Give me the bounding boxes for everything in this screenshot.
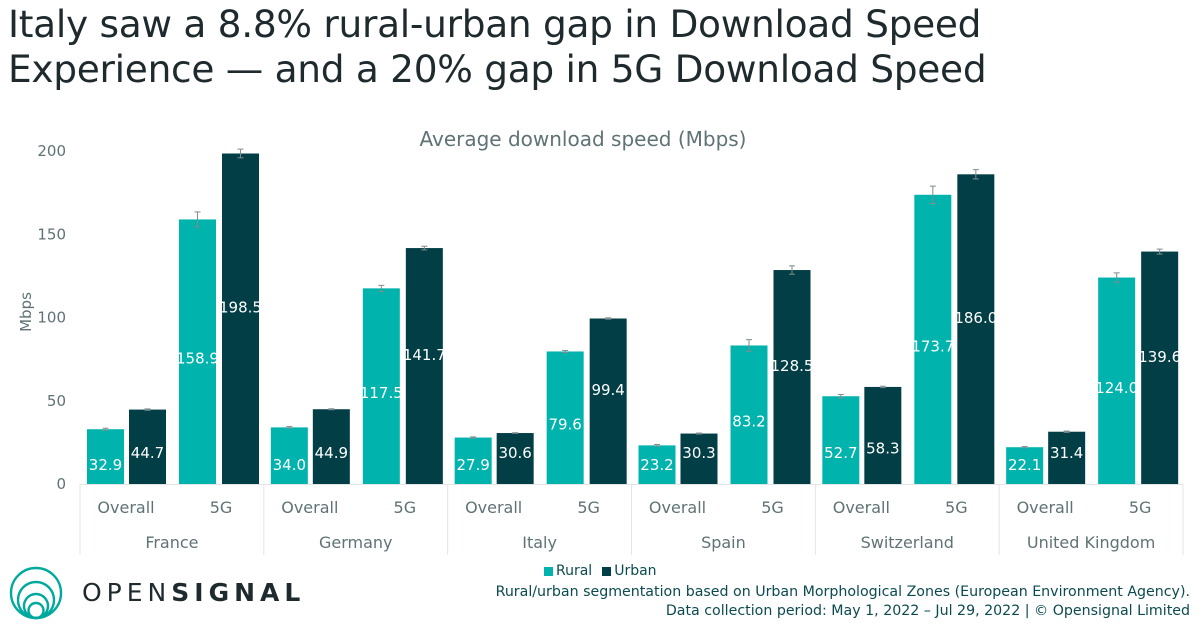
footnote-segmentation: Rural/urban segmentation based on Urban …: [495, 584, 1190, 600]
data-label-urban-5g: 128.5: [771, 357, 814, 375]
bar-rural-overall: [638, 445, 676, 484]
bar-rural-5g: [546, 351, 584, 484]
bar-urban-overall: [312, 409, 350, 484]
data-label-rural-overall: 52.7: [824, 444, 857, 462]
bar-urban-overall: [1048, 431, 1086, 484]
x-category-label: Italy: [522, 533, 557, 552]
bar-urban-5g: [405, 248, 443, 484]
chart-legend: Rural Urban: [544, 563, 657, 579]
data-label-urban-overall: 58.3: [866, 439, 899, 457]
data-label-urban-overall: 44.7: [131, 444, 164, 462]
data-label-urban-overall: 30.3: [682, 444, 715, 462]
x-subcategory-label: 5G: [577, 498, 600, 517]
data-label-urban-5g: 139.6: [1138, 348, 1181, 366]
data-label-rural-overall: 27.9: [456, 456, 489, 474]
bar-rural-5g: [362, 288, 400, 484]
brand-wordmark-bold: SIGNAL: [171, 578, 306, 607]
data-label-rural-5g: 117.5: [360, 384, 403, 402]
y-tick-label: 50: [47, 392, 66, 410]
bar-urban-overall: [496, 433, 534, 484]
data-label-rural-5g: 173.7: [911, 337, 954, 355]
data-label-rural-5g: 124.0: [1095, 379, 1138, 397]
bar-urban-5g: [222, 153, 259, 484]
data-label-urban-overall: 30.6: [498, 444, 531, 462]
data-label-urban-5g: 198.5: [219, 299, 262, 317]
x-subcategory-label: Overall: [281, 498, 338, 517]
legend-label-rural: Rural: [556, 563, 593, 579]
x-category-label: United Kingdom: [1027, 533, 1155, 552]
x-category-label: Spain: [701, 533, 746, 552]
bar-rural-5g: [730, 345, 768, 484]
headline-line-2: Experience — and a 20% gap in 5G Downloa…: [8, 47, 987, 91]
bar-rural-5g: [914, 194, 952, 485]
x-subcategory-label: 5G: [761, 498, 784, 517]
data-label-urban-overall: 44.9: [315, 444, 348, 462]
legend-item-urban: Urban: [602, 563, 657, 579]
headline: Italy saw a 8.8% rural-urban gap in Down…: [8, 2, 987, 92]
data-label-rural-overall: 34.0: [273, 456, 306, 474]
footnote-collection-period: Data collection period: May 1, 2022 – Ju…: [665, 603, 1190, 619]
x-subcategory-label: 5G: [945, 498, 968, 517]
bar-urban-overall: [864, 386, 902, 484]
brand-wordmark: OPENSIGNAL: [82, 578, 305, 607]
bar-urban-overall: [680, 433, 718, 484]
bar-rural-5g: [1098, 277, 1136, 484]
bar-urban-5g: [589, 318, 627, 484]
y-axis-label: Mbps: [17, 292, 35, 332]
x-subcategory-label: Overall: [97, 498, 154, 517]
legend-label-urban: Urban: [614, 563, 657, 579]
bar-urban-5g: [957, 174, 995, 484]
bar-rural-overall: [270, 427, 308, 484]
data-label-urban-5g: 99.4: [591, 381, 624, 399]
x-category-label: Switzerland: [861, 533, 954, 552]
data-label-urban-5g: 186.0: [954, 309, 997, 327]
x-subcategory-label: 5G: [1129, 498, 1152, 517]
legend-swatch-urban: [602, 566, 612, 576]
x-category-label: France: [145, 533, 198, 552]
headline-line-1: Italy saw a 8.8% rural-urban gap in Down…: [8, 2, 982, 46]
x-subcategory-label: Overall: [1017, 498, 1074, 517]
x-subcategory-label: 5G: [210, 498, 233, 517]
bar-urban-5g: [1141, 251, 1179, 484]
data-label-rural-overall: 32.9: [89, 456, 122, 474]
x-subcategory-label: 5G: [394, 498, 417, 517]
data-label-rural-5g: 79.6: [548, 416, 581, 434]
x-subcategory-label: Overall: [465, 498, 522, 517]
y-tick-label: 150: [37, 225, 66, 243]
bar-rural-5g: [179, 219, 216, 484]
data-label-rural-overall: 23.2: [640, 456, 673, 474]
bar-chart: Average download speed (Mbps) Mbps 0 50 100 1…: [17, 127, 1184, 555]
bar-urban-5g: [773, 270, 811, 484]
data-label-rural-5g: 158.9: [176, 350, 219, 368]
x-subcategory-label: Overall: [649, 498, 706, 517]
data-label-urban-overall: 31.4: [1050, 444, 1083, 462]
bar-rural-overall: [87, 429, 124, 484]
legend-item-rural: Rural: [544, 563, 592, 579]
data-label-rural-5g: 83.2: [732, 413, 765, 431]
y-tick-label: 200: [37, 142, 66, 160]
bar-urban-overall: [129, 409, 166, 484]
x-category-label: Germany: [319, 533, 393, 552]
footnote: Rural/urban segmentation based on Urban …: [496, 583, 1190, 621]
opensignal-logo-icon: [9, 566, 63, 620]
brand-wordmark-light: OPEN: [82, 578, 172, 607]
y-tick-label: 100: [37, 309, 66, 327]
legend-swatch-rural: [544, 566, 553, 576]
data-label-urban-5g: 141.7: [403, 346, 446, 364]
bar-rural-overall: [454, 437, 492, 484]
data-label-rural-overall: 22.1: [1008, 456, 1041, 474]
bar-rural-overall: [822, 396, 860, 484]
x-subcategory-label: Overall: [833, 498, 890, 517]
bar-rural-overall: [1006, 447, 1044, 484]
chart-title: Average download speed (Mbps): [419, 127, 746, 151]
y-tick-label: 0: [56, 475, 66, 493]
